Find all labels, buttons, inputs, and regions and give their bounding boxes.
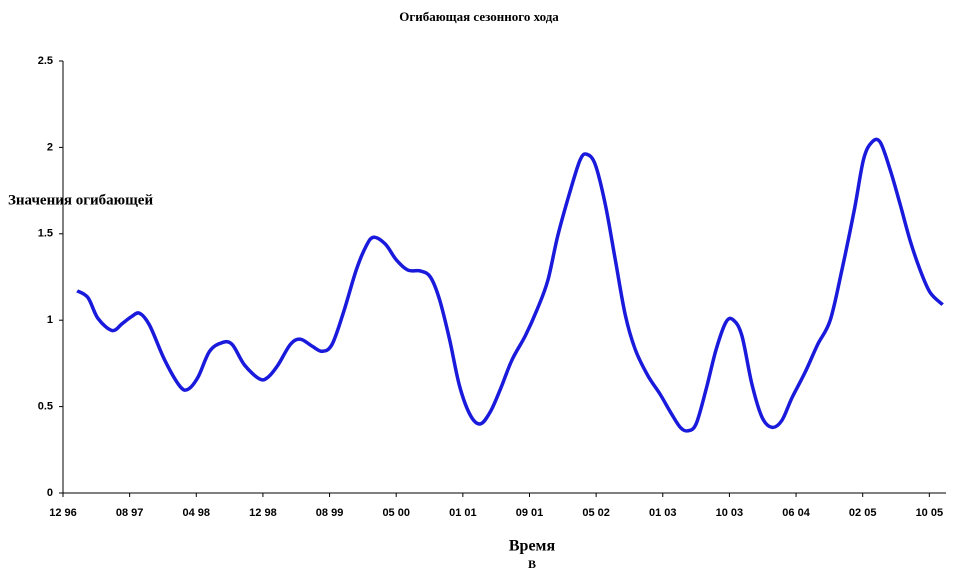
chart-title: Огибающая сезонного хода	[399, 9, 559, 24]
x-tick-label: 01 01	[449, 507, 477, 519]
x-tick-label: 12 96	[49, 507, 77, 519]
x-tick-label: 04 98	[183, 507, 211, 519]
x-tick-label: 10 03	[716, 507, 744, 519]
data-line	[76, 137, 944, 433]
y-axis-label: Значения огибающей	[8, 192, 153, 208]
y-tick-label: 1.5	[38, 228, 53, 240]
x-tick-label: 01 03	[649, 507, 677, 519]
x-tick-label: 12 98	[249, 507, 277, 519]
x-tick-label: 08 97	[116, 507, 144, 519]
y-tick-label: 1	[47, 314, 53, 326]
x-tick-label: 08 99	[316, 507, 344, 519]
x-tick-label: 05 02	[582, 507, 610, 519]
x-tick-label: 02 05	[849, 507, 877, 519]
y-tick-label: 0	[47, 487, 53, 499]
y-tick-label: 2	[47, 141, 53, 153]
x-axis-label: Время	[509, 538, 556, 555]
x-tick-label: 09 01	[516, 507, 544, 519]
y-tick-label: 2.5	[38, 55, 53, 67]
y-tick-label: 0.5	[38, 401, 53, 413]
x-tick-label: 05 00	[382, 507, 410, 519]
x-tick-label: 10 05	[916, 507, 944, 519]
caption: В	[528, 557, 536, 571]
x-tick-label: 06 04	[782, 507, 810, 519]
